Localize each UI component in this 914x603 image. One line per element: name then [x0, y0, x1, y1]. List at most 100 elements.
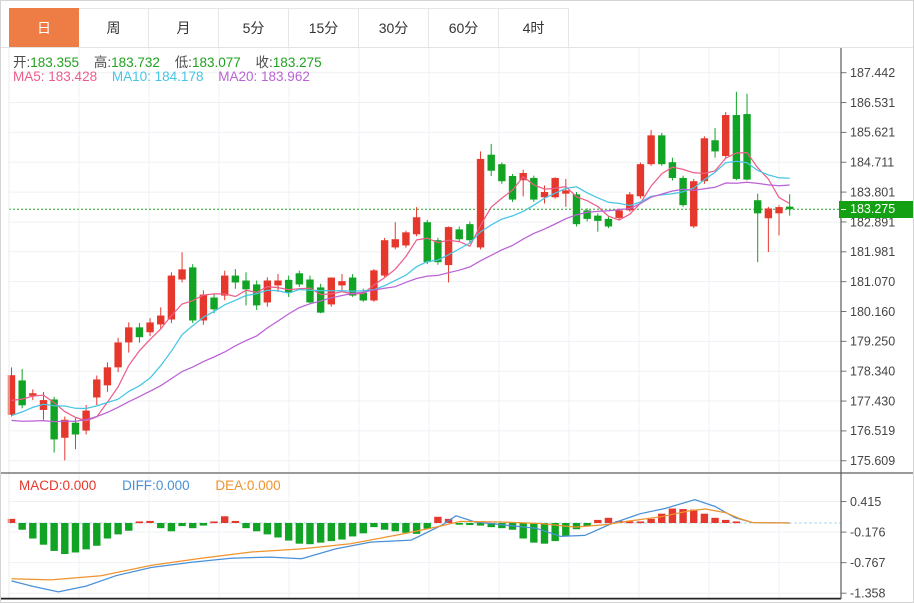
candle-body	[242, 280, 250, 290]
candle-body	[71, 422, 80, 435]
macd-histogram-bar	[626, 521, 634, 524]
macd-histogram-bar	[316, 523, 325, 543]
candle-body	[338, 281, 346, 286]
ma10-readout: MA10: 184.178	[112, 69, 204, 84]
candle-body	[743, 114, 751, 180]
candle-body	[359, 292, 367, 301]
candle-body	[157, 315, 165, 325]
price-badge-tick-mark	[841, 209, 846, 210]
macd-histogram-bar	[93, 523, 101, 546]
candle-body	[306, 279, 314, 303]
ma5-label: MA5:	[13, 69, 45, 84]
macd-histogram-bar	[487, 523, 495, 528]
candle-body	[636, 164, 645, 197]
macd-histogram-bar	[412, 523, 421, 534]
price-axis-label: 184.711	[850, 156, 894, 170]
candle-body	[274, 280, 282, 286]
tab-60min[interactable]: 60分	[429, 8, 499, 47]
candle-body	[39, 400, 48, 410]
ma5-readout: MA5: 183.428	[13, 69, 97, 84]
candle-body	[690, 181, 698, 227]
close-value: 183.275	[272, 55, 322, 70]
macd-histogram-bar	[668, 508, 677, 523]
price-axis-label: 186.531	[850, 96, 895, 110]
diff-label: DIFF:	[122, 478, 156, 493]
ma10-line	[11, 160, 790, 417]
macd-histogram-bar	[221, 516, 229, 523]
tab-5min[interactable]: 5分	[219, 8, 289, 47]
candle-body	[562, 190, 570, 194]
tab-month[interactable]: 月	[149, 8, 219, 47]
candle-body	[722, 115, 730, 156]
candle-body	[668, 162, 677, 178]
candle-body	[647, 135, 655, 165]
ma10-label: MA10:	[111, 69, 151, 84]
open-label: 开:	[13, 55, 31, 70]
candle-body	[210, 297, 218, 310]
dea-label: DEA:	[215, 478, 247, 493]
tab-4hour[interactable]: 4时	[499, 8, 569, 47]
macd-histogram-bar	[167, 523, 176, 532]
macd-histogram-bar	[562, 523, 570, 536]
candle-body	[135, 327, 144, 338]
macd-histogram-bar	[125, 523, 133, 531]
open-readout: 开:183.355	[13, 55, 79, 70]
current-price-badge: 183.275	[839, 201, 913, 218]
ma5-line	[11, 151, 791, 422]
macd-value-readout: MACD:0.000	[19, 478, 96, 493]
macd-histogram-bar	[466, 523, 474, 526]
candle-body	[61, 419, 69, 438]
macd-histogram-bar	[348, 523, 357, 537]
candle-body	[615, 210, 623, 218]
macd-histogram-bar	[380, 523, 389, 530]
macd-histogram-bar	[434, 516, 442, 523]
tab-30min[interactable]: 30分	[359, 8, 429, 47]
macd-histogram-bar	[679, 509, 687, 523]
macd-histogram-bar	[306, 523, 314, 545]
macd-histogram-bar	[700, 513, 709, 523]
macd-histogram-bar	[423, 523, 431, 529]
macd-histogram-bar	[370, 523, 378, 528]
macd-histogram-bar	[114, 523, 122, 535]
diff-value-readout: DIFF:0.000	[122, 478, 190, 493]
ma-readout: MA5: 183.428 MA10: 184.178 MA20: 183.962	[13, 69, 321, 84]
candle-body	[700, 138, 709, 182]
candle-body	[263, 280, 272, 303]
tab-15min[interactable]: 15分	[289, 8, 359, 47]
candle-body	[167, 275, 176, 320]
macd-histogram-bar	[7, 518, 16, 523]
macd-histogram-bar	[82, 523, 90, 550]
price-axis-label: 182.891	[850, 215, 895, 229]
candle-body	[114, 342, 122, 368]
candle-body	[434, 240, 442, 263]
macd-histogram-bar	[711, 517, 719, 523]
macd-histogram-bar	[18, 523, 26, 530]
ma5-value: 183.428	[48, 69, 98, 84]
macd-histogram-bar	[189, 523, 197, 529]
close-label: 收:	[255, 55, 273, 70]
candle-body	[572, 194, 581, 225]
candle-body	[764, 208, 773, 219]
macd-histogram-bar	[252, 523, 261, 532]
low-value: 183.077	[191, 55, 241, 70]
ma20-value: 183.962	[261, 69, 310, 84]
ma10-value: 184.178	[154, 69, 204, 84]
tab-day[interactable]: 日	[9, 8, 79, 47]
macd-histogram-bar	[157, 523, 165, 529]
tab-week[interactable]: 周	[79, 8, 149, 47]
candle-body	[50, 399, 58, 440]
macd-histogram-bar	[29, 523, 37, 539]
macd-histogram-bar	[242, 523, 250, 529]
price-axis-label: 183.801	[850, 185, 895, 199]
macd-histogram-bar	[636, 521, 645, 524]
macd-readout: MACD:0.000 DIFF:0.000 DEA:0.000	[19, 478, 303, 493]
candle-body	[7, 375, 16, 415]
candle-body	[423, 222, 431, 263]
candle-body	[444, 227, 453, 266]
close-readout: 收:183.275	[256, 55, 322, 70]
price-axis-label: 187.442	[850, 66, 895, 80]
low-readout: 低:183.077	[175, 55, 241, 70]
candle-body	[455, 229, 463, 240]
